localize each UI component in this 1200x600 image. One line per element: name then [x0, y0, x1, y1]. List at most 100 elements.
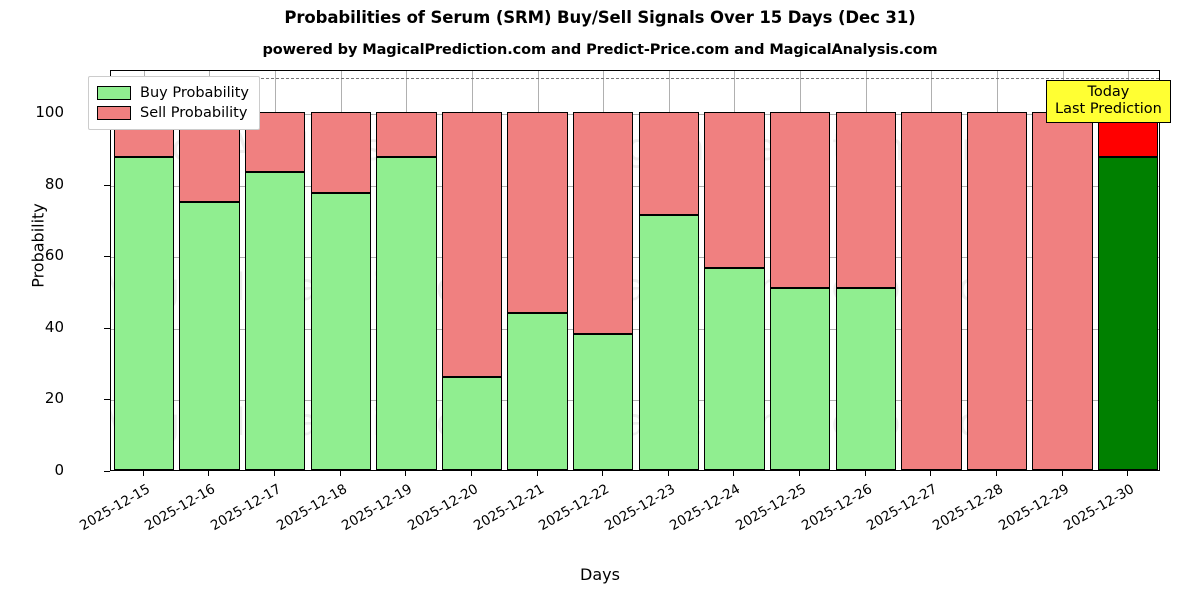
- bar-group[interactable]: [769, 71, 831, 470]
- bar-segment-buy[interactable]: [244, 172, 306, 470]
- bar-segment-sell[interactable]: [901, 111, 962, 470]
- x-tick-mark: [536, 471, 538, 476]
- bar-segment-buy[interactable]: [441, 376, 503, 470]
- y-tick-mark: [104, 327, 110, 329]
- bar-group[interactable]: [638, 71, 699, 470]
- x-tick-label: 2025-12-24: [667, 481, 744, 535]
- legend-label-buy: Buy Probability: [140, 85, 249, 101]
- x-tick-label: 2025-12-26: [798, 481, 875, 535]
- y-tick-mark: [104, 184, 110, 186]
- today-annotation: Today Last Prediction: [1046, 80, 1171, 124]
- bar-segment-sell[interactable]: [769, 111, 831, 289]
- bar-segment-buy[interactable]: [573, 333, 634, 470]
- x-tick-mark: [995, 471, 997, 476]
- y-tick-label: 80: [44, 174, 64, 193]
- bar-group[interactable]: [376, 71, 437, 470]
- x-tick-label: 2025-12-17: [208, 481, 285, 535]
- bar-group[interactable]: [179, 71, 240, 470]
- bar-group[interactable]: [507, 71, 568, 470]
- x-tick-mark: [1127, 471, 1129, 476]
- bar-segment-sell[interactable]: [966, 111, 1028, 470]
- x-tick-label: 2025-12-18: [273, 481, 350, 535]
- bar-group[interactable]: [573, 71, 634, 470]
- x-tick-label: 2025-12-28: [929, 481, 1006, 535]
- bar-series-container: [111, 71, 1159, 470]
- x-tick-mark: [733, 471, 735, 476]
- x-tick-mark: [470, 471, 472, 476]
- x-tick-label: 2025-12-16: [142, 481, 219, 535]
- x-tick-label: 2025-12-27: [864, 481, 941, 535]
- today-annotation-line1: Today: [1087, 84, 1130, 100]
- x-tick-mark: [930, 471, 932, 476]
- chart-legend: Buy Probability Sell Probability: [88, 76, 260, 130]
- x-tick-mark: [667, 471, 669, 476]
- bar-group[interactable]: [113, 71, 174, 470]
- bar-segment-buy[interactable]: [507, 313, 568, 470]
- bar-group[interactable]: [441, 71, 503, 470]
- bar-group[interactable]: [901, 71, 962, 470]
- bar-group[interactable]: [835, 71, 896, 470]
- x-tick-label: 2025-12-22: [536, 481, 613, 535]
- bar-segment-sell[interactable]: [1032, 111, 1093, 470]
- bar-segment-buy[interactable]: [1098, 157, 1159, 470]
- x-tick-label: 2025-12-21: [470, 481, 547, 535]
- x-tick-label: 2025-12-20: [404, 481, 481, 535]
- bar-segment-sell[interactable]: [638, 111, 699, 215]
- bar-group[interactable]: [966, 71, 1028, 470]
- y-tick-mark: [104, 256, 110, 258]
- x-tick-label: 2025-12-15: [76, 481, 153, 535]
- legend-item-buy: Buy Probability: [97, 83, 249, 103]
- legend-label-sell: Sell Probability: [140, 105, 248, 121]
- bar-segment-buy[interactable]: [835, 288, 896, 470]
- y-tick-label: 40: [44, 317, 64, 336]
- x-tick-label: 2025-12-25: [733, 481, 810, 535]
- x-tick-mark: [274, 471, 276, 476]
- y-axis-tick-labels: 0 20 40 60 80 100: [0, 0, 110, 600]
- bar-segment-sell[interactable]: [573, 111, 634, 334]
- y-tick-label: 60: [44, 246, 64, 265]
- today-annotation-line2: Last Prediction: [1055, 101, 1162, 118]
- bar-segment-buy[interactable]: [638, 214, 699, 470]
- bar-segment-buy[interactable]: [179, 201, 240, 470]
- x-axis-tick-labels: 2025-12-15 2025-12-16 2025-12-17 2025-12-18…: [0, 471, 1200, 600]
- bar-group[interactable]: [1032, 71, 1093, 470]
- bar-group[interactable]: [244, 71, 306, 470]
- x-axis-title: Days: [580, 565, 620, 584]
- x-tick-label: 2025-12-30: [1061, 481, 1138, 535]
- y-tick-mark: [104, 399, 110, 401]
- bar-segment-buy[interactable]: [704, 267, 765, 470]
- x-tick-mark: [799, 471, 801, 476]
- y-tick-label: 20: [44, 389, 64, 408]
- x-tick-mark: [208, 471, 210, 476]
- bar-segment-buy[interactable]: [769, 288, 831, 470]
- bar-group[interactable]: [704, 71, 765, 470]
- bar-segment-sell[interactable]: [835, 111, 896, 289]
- x-tick-label: 2025-12-19: [339, 481, 416, 535]
- x-tick-label: 2025-12-29: [995, 481, 1072, 535]
- bar-segment-sell[interactable]: [376, 111, 437, 158]
- x-tick-mark: [1061, 471, 1063, 476]
- bar-group[interactable]: [310, 71, 371, 470]
- legend-item-sell: Sell Probability: [97, 103, 249, 123]
- bar-segment-buy[interactable]: [376, 157, 437, 470]
- x-tick-mark: [405, 471, 407, 476]
- x-tick-mark: [142, 471, 144, 476]
- bar-segment-sell[interactable]: [310, 111, 371, 193]
- x-tick-label: 2025-12-23: [601, 481, 678, 535]
- x-tick-mark: [864, 471, 866, 476]
- bar-segment-buy[interactable]: [310, 192, 371, 470]
- bar-segment-sell[interactable]: [704, 111, 765, 268]
- bar-group[interactable]: [1098, 71, 1159, 470]
- bar-segment-sell[interactable]: [507, 111, 568, 314]
- bar-segment-sell[interactable]: [441, 111, 503, 377]
- legend-swatch-sell: [97, 106, 131, 120]
- bar-segment-buy[interactable]: [113, 157, 174, 470]
- plot-area: MagicalAnalysis.comMagicalPrediction.com…: [110, 70, 1160, 471]
- y-tick-mark: [104, 471, 110, 472]
- x-tick-mark: [339, 471, 341, 476]
- legend-swatch-buy: [97, 86, 131, 100]
- y-tick-label: 0: [54, 461, 64, 479]
- page-title: Probabilities of Serum (SRM) Buy/Sell Si…: [284, 8, 916, 27]
- y-tick-label: 100: [35, 102, 64, 121]
